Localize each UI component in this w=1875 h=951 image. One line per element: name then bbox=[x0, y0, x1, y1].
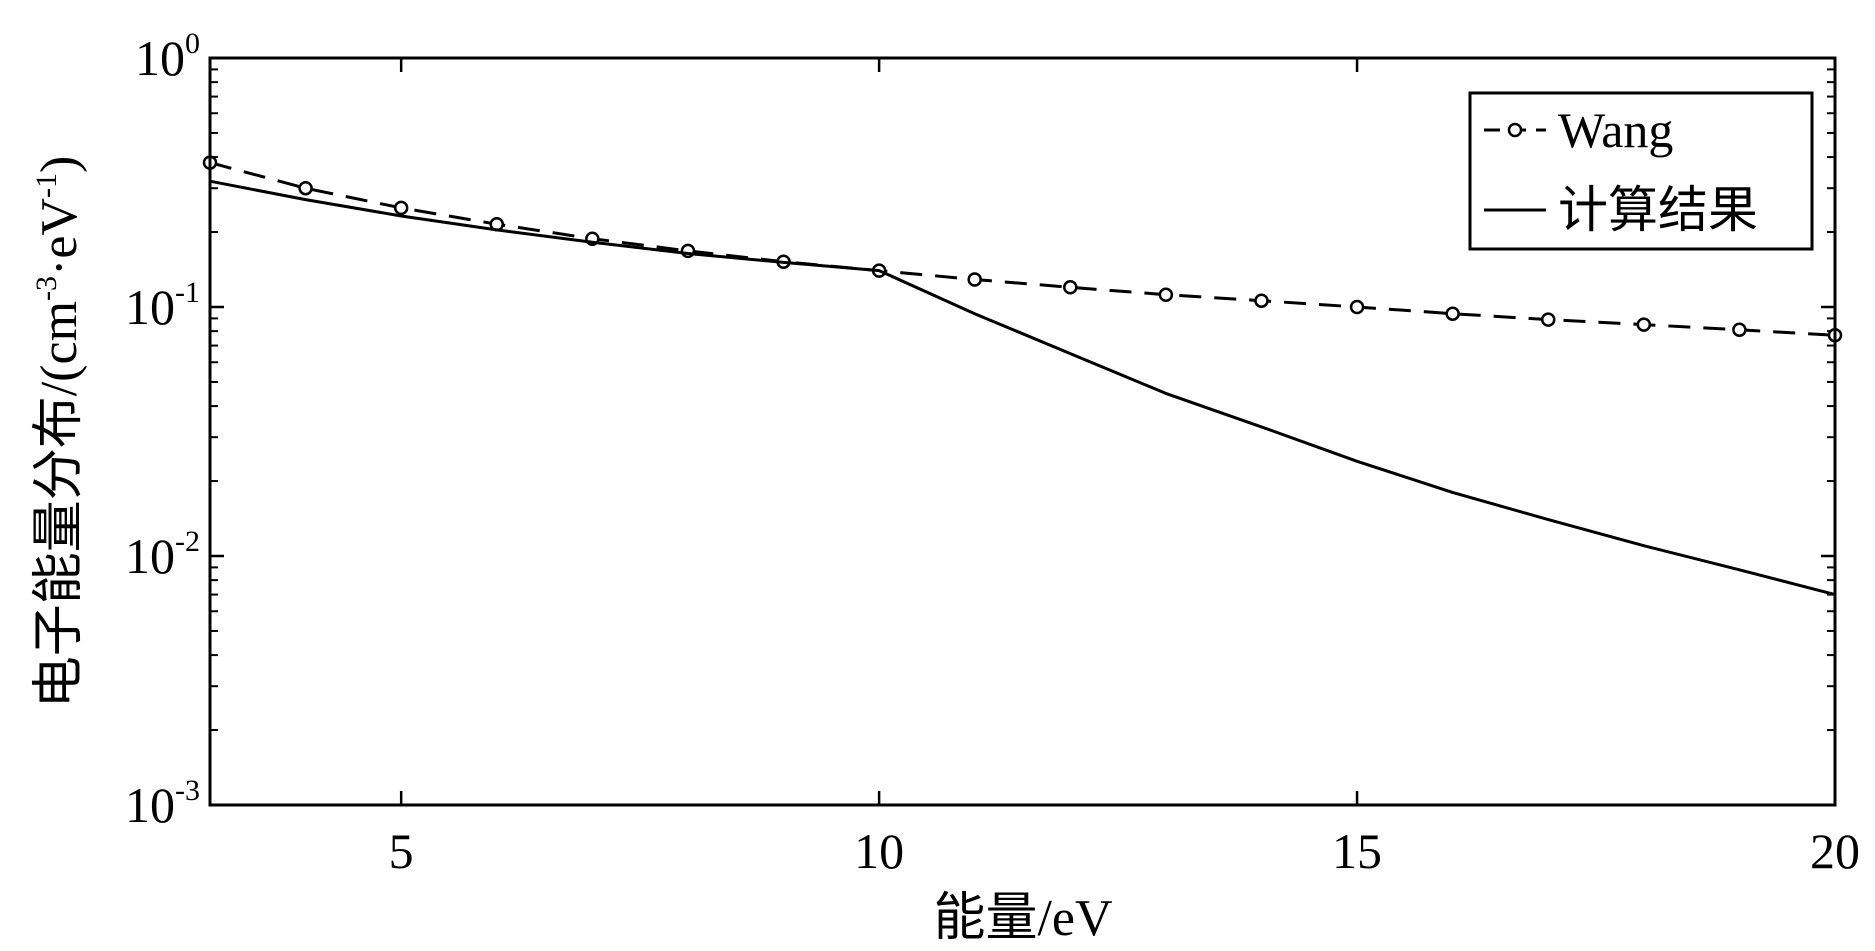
y-tick-base: 10 bbox=[125, 777, 175, 833]
data-point bbox=[1540, 312, 1556, 327]
data-point bbox=[1636, 317, 1652, 332]
series-line-0 bbox=[209, 161, 1836, 337]
y-tick-label: 10-2 bbox=[125, 525, 200, 584]
legend: Wang 计算结果 bbox=[1468, 91, 1814, 251]
legend-calc-label: 计算结果 bbox=[1558, 182, 1758, 238]
x-axis-title: 能量/eV bbox=[933, 890, 1112, 947]
legend-wang-marker bbox=[1507, 122, 1523, 138]
y-tick-exponent: -1 bbox=[175, 276, 200, 309]
data-point bbox=[1254, 293, 1269, 308]
y-tick-label: 100 bbox=[135, 27, 200, 86]
y-axis-title-exp1: -3 bbox=[30, 276, 63, 301]
series-layer bbox=[202, 155, 1843, 597]
y-tick-base: 10 bbox=[125, 279, 175, 335]
data-point bbox=[393, 200, 409, 216]
y-tick-base: 10 bbox=[135, 30, 185, 86]
y-axis-title-main: 电子能量分布/(cm bbox=[31, 301, 88, 708]
data-point bbox=[1445, 306, 1460, 321]
y-tick-exponent: -3 bbox=[175, 774, 200, 807]
data-point bbox=[1158, 287, 1174, 302]
y-axis-title-end: ) bbox=[31, 156, 88, 173]
y-tick-base: 10 bbox=[125, 528, 175, 584]
y-axis-title-mid: ·eV bbox=[31, 198, 88, 276]
y-axis-title-exp2: -1 bbox=[30, 173, 63, 198]
data-point bbox=[1063, 280, 1078, 295]
plot-frame bbox=[208, 56, 1837, 807]
data-point bbox=[298, 180, 313, 196]
y-tick-label: 10-3 bbox=[125, 774, 200, 833]
y-tick-exponent: -2 bbox=[175, 525, 200, 558]
data-point bbox=[1349, 299, 1365, 315]
y-tick-label: 10-1 bbox=[125, 276, 200, 335]
x-tick-label: 15 bbox=[1332, 823, 1382, 879]
data-point bbox=[1732, 322, 1747, 338]
data-point bbox=[967, 272, 982, 287]
legend-box bbox=[1468, 91, 1814, 251]
y-tick-exponent: 0 bbox=[185, 27, 200, 60]
x-tick-label: 20 bbox=[1810, 823, 1860, 879]
legend-wang-label: Wang bbox=[1558, 102, 1673, 158]
y-axis-title: 电子能量分布/(cm-3·eV-1) bbox=[30, 156, 88, 709]
series-line-1 bbox=[209, 179, 1836, 597]
x-tick-label: 5 bbox=[389, 823, 414, 879]
x-tick-label: 10 bbox=[854, 823, 904, 879]
